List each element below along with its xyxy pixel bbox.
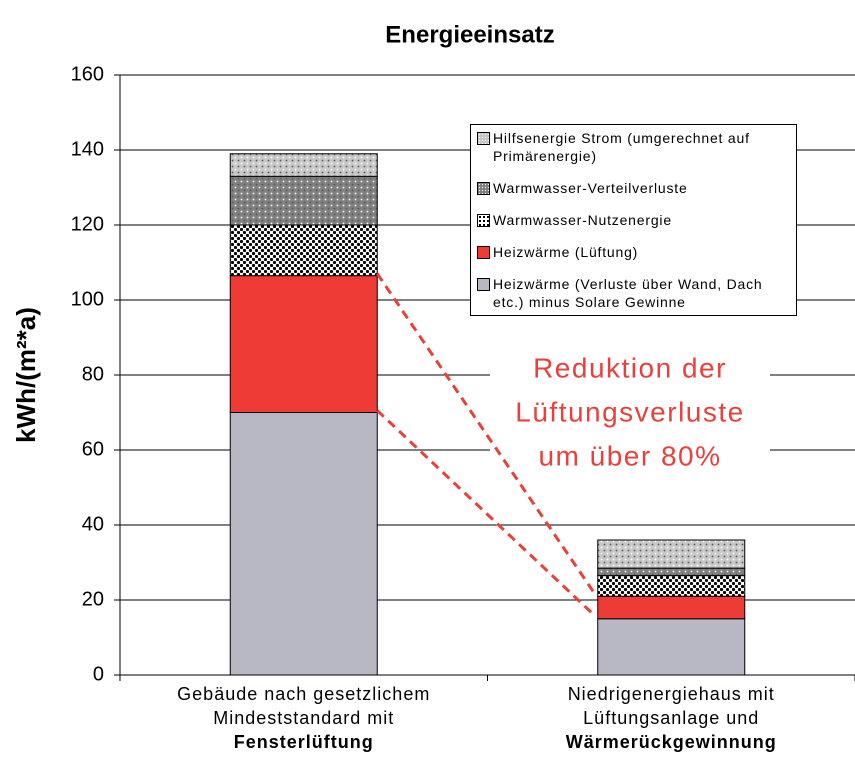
y-tick-label: 140 [71,138,104,160]
annotation: Reduktion der [533,352,727,383]
bar-segment [229,224,378,277]
legend-entry: Warmwasser-Verteilverluste [477,179,790,197]
y-tick-label: 80 [82,363,104,385]
x-tick-label: Wärmerückgewinnung [566,732,777,752]
legend-entry: Heizwärme (Verluste über Wand, Dach etc.… [477,275,790,311]
bar-segment [597,618,746,676]
x-tick-label: Niedrigenergiehaus mit [568,684,775,704]
legend-swatch [477,246,490,259]
legend-label: Warmwasser-Verteilverluste [493,180,688,196]
bar-segment [229,412,378,676]
bar-segment [229,275,378,413]
connector [376,409,595,616]
legend-swatch [477,214,490,227]
y-tick-label: 20 [82,588,104,610]
legend-label: Heizwärme (Lüftung) [493,244,639,260]
legend-entry: Heizwärme (Lüftung) [477,243,790,261]
legend-label: Warmwasser-Nutzenergie [493,212,672,228]
x-tick-label: Gebäude nach gesetzlichem [177,684,430,704]
y-tick-label: 40 [82,513,104,535]
y-axis-label: kWh/(m²*a) [11,307,41,443]
legend-entry: Warmwasser-Nutzenergie [477,211,790,229]
y-tick-label: 100 [71,288,104,310]
connector [376,272,595,594]
legend-label: Heizwärme (Verluste über Wand, Dach etc.… [493,276,763,310]
bar-segment [597,575,746,597]
legend-entry: Hilfsenergie Strom (umgerechnet auf Prim… [477,129,790,165]
x-tick-label: Fensterlüftung [234,732,374,752]
bar-segment [229,153,378,177]
legend-swatch [477,182,490,195]
bar-segment [229,175,378,226]
bar-segment [597,567,746,577]
annotation: um über 80% [538,440,721,471]
chart-title: Energieeinsatz [385,21,554,48]
annotation-bg [490,345,770,480]
x-tick-label: Lüftungsanlage und [583,708,759,728]
y-tick-label: 60 [82,438,104,460]
bar-segment [597,595,746,620]
bar-segment [597,539,746,569]
legend: Hilfsenergie Strom (umgerechnet auf Prim… [470,124,797,316]
y-tick-label: 0 [93,663,104,685]
annotation: Lüftungsverluste [515,396,744,427]
legend-label: Hilfsenergie Strom (umgerechnet auf Prim… [493,130,750,164]
legend-swatch [477,132,490,145]
x-tick-label: Mindeststandard mit [213,708,394,728]
y-tick-label: 160 [71,63,104,85]
y-tick-label: 120 [71,213,104,235]
legend-swatch [477,278,490,291]
